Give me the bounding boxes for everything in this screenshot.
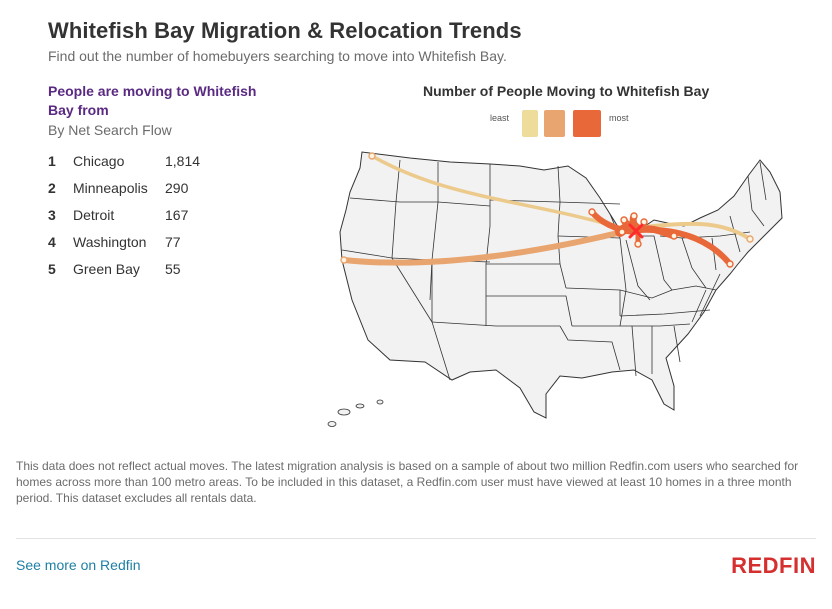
flow-seattle [370, 154, 630, 232]
rank-value: 167 [165, 206, 189, 223]
flow-san-francisco [341, 227, 633, 266]
origin-list-heading: People are moving to Whitefish Bay from [48, 83, 257, 118]
rank-city: Detroit [73, 206, 115, 223]
map-title: Number of People Moving to Whitefish Bay [423, 83, 710, 99]
origin-point [620, 216, 628, 224]
data-disclaimer: This data does not reflect actual moves.… [16, 459, 799, 505]
origin-point [630, 212, 638, 220]
rank-number: 4 [48, 233, 56, 250]
rank-number: 3 [48, 206, 56, 223]
origin-point [588, 208, 596, 216]
origin-point [340, 256, 348, 264]
list-item: 2 Minneapolis 290 [48, 174, 278, 201]
origin-markers [340, 152, 754, 268]
legend-swatch-most [573, 110, 601, 137]
list-item: 3 Detroit 167 [48, 201, 278, 228]
rank-city: Minneapolis [73, 179, 148, 196]
redfin-logo: REDFIN [731, 553, 816, 578]
legend-least-label: least [490, 113, 510, 123]
origin-point [746, 235, 754, 243]
list-item: 5 Green Bay 55 [48, 255, 278, 282]
origin-point [640, 218, 648, 226]
origin-point [634, 240, 642, 248]
rank-number: 2 [48, 179, 56, 196]
rank-value: 55 [165, 260, 181, 277]
see-more-link[interactable]: See more on Redfin [16, 557, 141, 573]
page-title: Whitefish Bay Migration & Relocation Tre… [48, 18, 522, 43]
origin-point [726, 260, 734, 268]
us-migration-map [327, 151, 783, 427]
rank-number: 5 [48, 260, 56, 277]
destination-marker-icon [628, 223, 644, 239]
origin-point [618, 228, 626, 236]
origin-list: 1 Chicago 1,814 2 Minneapolis 290 3 Detr… [48, 147, 278, 282]
rank-city: Washington [73, 233, 147, 250]
legend-most-label: most [609, 113, 629, 123]
rank-value: 1,814 [165, 152, 201, 169]
legend-swatch-mid [544, 110, 565, 137]
page-subtitle: Find out the number of homebuyers search… [48, 48, 507, 64]
map-legend: least most [490, 110, 650, 140]
us-outline [339, 151, 783, 419]
list-item: 4 Washington 77 [48, 228, 278, 255]
rank-city: Chicago [73, 152, 125, 169]
list-item: 1 Chicago 1,814 [48, 147, 278, 174]
legend-swatch-least [522, 110, 538, 137]
origin-point [670, 232, 678, 240]
island-dots [327, 399, 384, 427]
footer-divider [16, 538, 816, 539]
rank-value: 77 [165, 233, 181, 250]
origin-point [368, 152, 376, 160]
origin-list-panel: People are moving to Whitefish Bay from … [48, 82, 278, 282]
rank-number: 1 [48, 152, 56, 169]
rank-value: 290 [165, 179, 189, 196]
rank-city: Green Bay [73, 260, 140, 277]
origin-list-subheading: By Net Search Flow [48, 122, 172, 138]
